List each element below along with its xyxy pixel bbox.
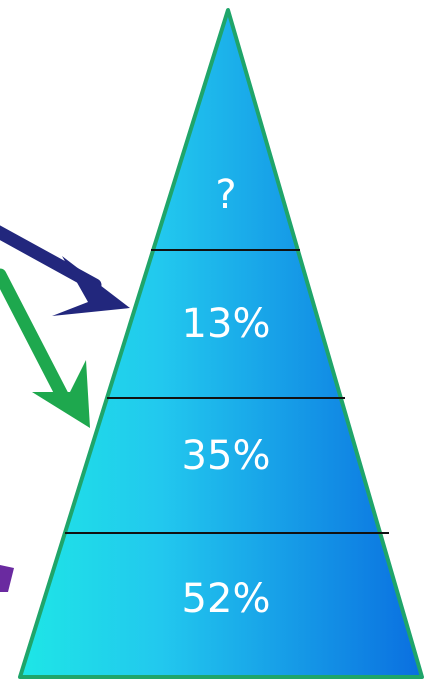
tier-label-top: ? <box>215 172 236 218</box>
arrow-purple <box>0 565 14 592</box>
arrow-green <box>0 268 90 428</box>
pyramid-body <box>18 8 424 679</box>
tier-label-second: 13% <box>182 301 271 347</box>
tier-label-bottom: 52% <box>182 576 271 622</box>
arrow-navy <box>0 225 130 316</box>
tier-label-third: 35% <box>182 433 271 479</box>
